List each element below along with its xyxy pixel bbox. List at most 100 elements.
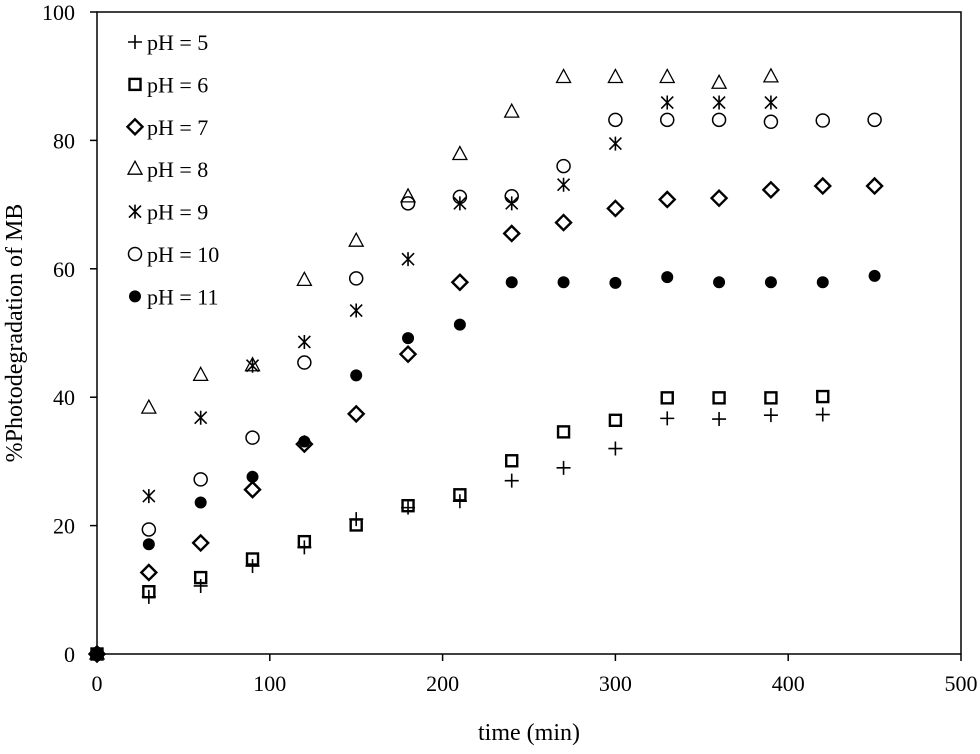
data-point bbox=[658, 190, 677, 209]
data-point bbox=[764, 391, 778, 405]
data-point bbox=[141, 522, 157, 537]
data-point bbox=[297, 355, 312, 370]
data-point bbox=[868, 269, 881, 282]
data-point bbox=[402, 332, 415, 345]
legend-marker bbox=[127, 246, 143, 262]
data-point bbox=[813, 176, 832, 196]
data-point bbox=[712, 95, 726, 110]
data-point bbox=[557, 276, 570, 289]
data-point bbox=[556, 460, 571, 475]
data-point bbox=[816, 389, 830, 404]
data-point bbox=[450, 273, 470, 292]
series-ph-11 bbox=[91, 269, 881, 660]
data-point bbox=[660, 95, 674, 110]
data-point bbox=[659, 112, 675, 128]
data-point bbox=[608, 112, 623, 128]
data-point bbox=[243, 480, 262, 499]
legend-item: pH = 11 bbox=[129, 284, 218, 309]
data-point bbox=[193, 578, 208, 593]
x-tick-label: 200 bbox=[426, 671, 459, 696]
legend: pH = 5 pH = 6 pH = 7 pH = 8 pH = 9 pH = 10 pH … bbox=[125, 30, 219, 309]
legend-label: pH = 9 bbox=[147, 200, 208, 225]
data-point bbox=[867, 112, 882, 128]
data-point bbox=[348, 231, 365, 247]
data-point bbox=[709, 188, 729, 208]
data-point bbox=[609, 276, 622, 289]
legend-marker bbox=[125, 117, 145, 136]
data-point bbox=[400, 196, 416, 211]
x-tick-label: 400 bbox=[772, 671, 805, 696]
y-tick-label: 0 bbox=[64, 642, 75, 667]
data-point bbox=[398, 344, 418, 364]
data-point bbox=[142, 538, 155, 551]
legend-item: pH = 8 bbox=[126, 157, 208, 182]
data-point bbox=[554, 213, 573, 232]
legend-marker bbox=[128, 204, 142, 219]
data-point bbox=[245, 430, 260, 445]
data-point bbox=[246, 470, 259, 483]
data-point bbox=[142, 489, 156, 504]
data-point bbox=[504, 473, 519, 488]
legend-item: pH = 10 bbox=[127, 242, 219, 267]
data-point bbox=[297, 334, 311, 349]
legend-item: pH = 5 bbox=[128, 30, 208, 55]
data-point bbox=[815, 407, 830, 422]
data-point bbox=[711, 112, 727, 128]
legend-marker bbox=[126, 159, 144, 175]
legend-label: pH = 11 bbox=[147, 284, 218, 309]
x-tick-label: 500 bbox=[945, 671, 978, 696]
data-point bbox=[761, 180, 781, 200]
data-point bbox=[608, 413, 623, 428]
legend-item: pH = 6 bbox=[128, 72, 208, 97]
legend-label: pH = 6 bbox=[147, 72, 208, 97]
legend-marker bbox=[129, 290, 141, 303]
axes: 0 100 200 300 400 500 0 20 40 60 80 100 bbox=[42, 0, 978, 696]
data-point bbox=[452, 189, 468, 205]
legend-marker bbox=[128, 77, 142, 92]
data-point bbox=[139, 563, 159, 582]
y-tick-label: 100 bbox=[42, 0, 75, 25]
data-point bbox=[245, 559, 260, 574]
data-point bbox=[348, 271, 364, 286]
y-tick-label: 40 bbox=[53, 385, 75, 410]
data-point bbox=[245, 358, 260, 373]
data-point bbox=[89, 646, 105, 662]
data-point bbox=[245, 552, 260, 566]
series-ph-6 bbox=[90, 389, 830, 661]
data-point bbox=[502, 224, 521, 243]
data-point bbox=[556, 425, 571, 439]
data-point bbox=[140, 398, 157, 414]
data-point bbox=[660, 391, 674, 405]
data-point bbox=[764, 276, 777, 289]
series-ph-7 bbox=[87, 176, 884, 664]
data-point bbox=[505, 454, 519, 468]
x-tick-label: 100 bbox=[253, 671, 286, 696]
data-point bbox=[763, 408, 778, 423]
data-point bbox=[710, 73, 728, 89]
data-point bbox=[607, 68, 624, 84]
plot-frame bbox=[96, 11, 962, 655]
data-point bbox=[193, 570, 208, 585]
data-point bbox=[865, 176, 884, 196]
data-point bbox=[142, 585, 156, 599]
data-point bbox=[453, 488, 467, 502]
data-point bbox=[504, 189, 519, 204]
data-point bbox=[191, 533, 210, 553]
data-point bbox=[399, 187, 417, 203]
data-point bbox=[713, 276, 726, 289]
data-point bbox=[194, 410, 208, 425]
data-point bbox=[193, 472, 208, 487]
legend-item: pH = 7 bbox=[125, 115, 208, 140]
data-point bbox=[401, 252, 415, 267]
data-point bbox=[556, 158, 571, 174]
data-point bbox=[192, 366, 209, 382]
data-point bbox=[815, 113, 831, 128]
data-point bbox=[401, 498, 415, 513]
data-point bbox=[451, 145, 468, 161]
data-point bbox=[712, 391, 726, 405]
legend-marker bbox=[128, 35, 142, 49]
y-tick-label: 20 bbox=[53, 514, 75, 539]
x-axis-label: time (min) bbox=[478, 720, 580, 746]
data-point bbox=[194, 496, 207, 509]
data-point bbox=[297, 534, 312, 549]
